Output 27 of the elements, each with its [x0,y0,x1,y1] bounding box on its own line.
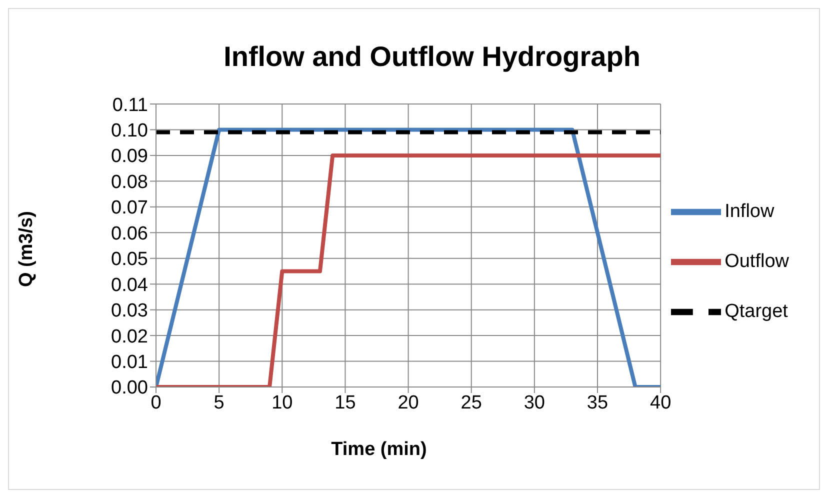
y-tick-label: 0.04 [111,274,148,296]
chart-title: Inflow and Outflow Hydrograph [222,41,642,73]
y-tick-label: 0.06 [111,223,148,244]
y-tick-label: 0.10 [111,120,148,142]
x-tick-label: 15 [334,392,356,414]
y-tick-label: 0.11 [112,94,148,116]
x-tick-label: 35 [586,392,608,414]
y-tick-label: 0.07 [111,198,148,219]
y-tick-label: 0.00 [111,378,148,399]
y-tick-label: 0.02 [111,326,148,348]
x-tick-label: 10 [272,392,293,414]
x-tick-label: 0 [150,392,162,414]
y-tick-label: 0.08 [111,172,148,193]
y-tick-label: 0.01 [111,352,148,374]
x-tick-label: 30 [524,392,546,414]
x-tick-label: 20 [398,392,419,414]
x-tick-label: 5 [214,392,224,414]
y-tick-label: 0.03 [111,300,148,322]
legend-label: Qtarget [724,301,788,322]
legend-label: Inflow [724,201,774,222]
y-tick-label: 0.09 [111,146,148,168]
x-tick-label: 25 [460,392,482,414]
y-axis-title: Q (m3/s) [16,210,38,288]
x-tick-label: 40 [650,392,672,414]
y-tick-label: 0.05 [111,249,148,270]
x-axis-title: Time (min) [330,439,428,461]
legend-label: Outflow [724,251,789,272]
